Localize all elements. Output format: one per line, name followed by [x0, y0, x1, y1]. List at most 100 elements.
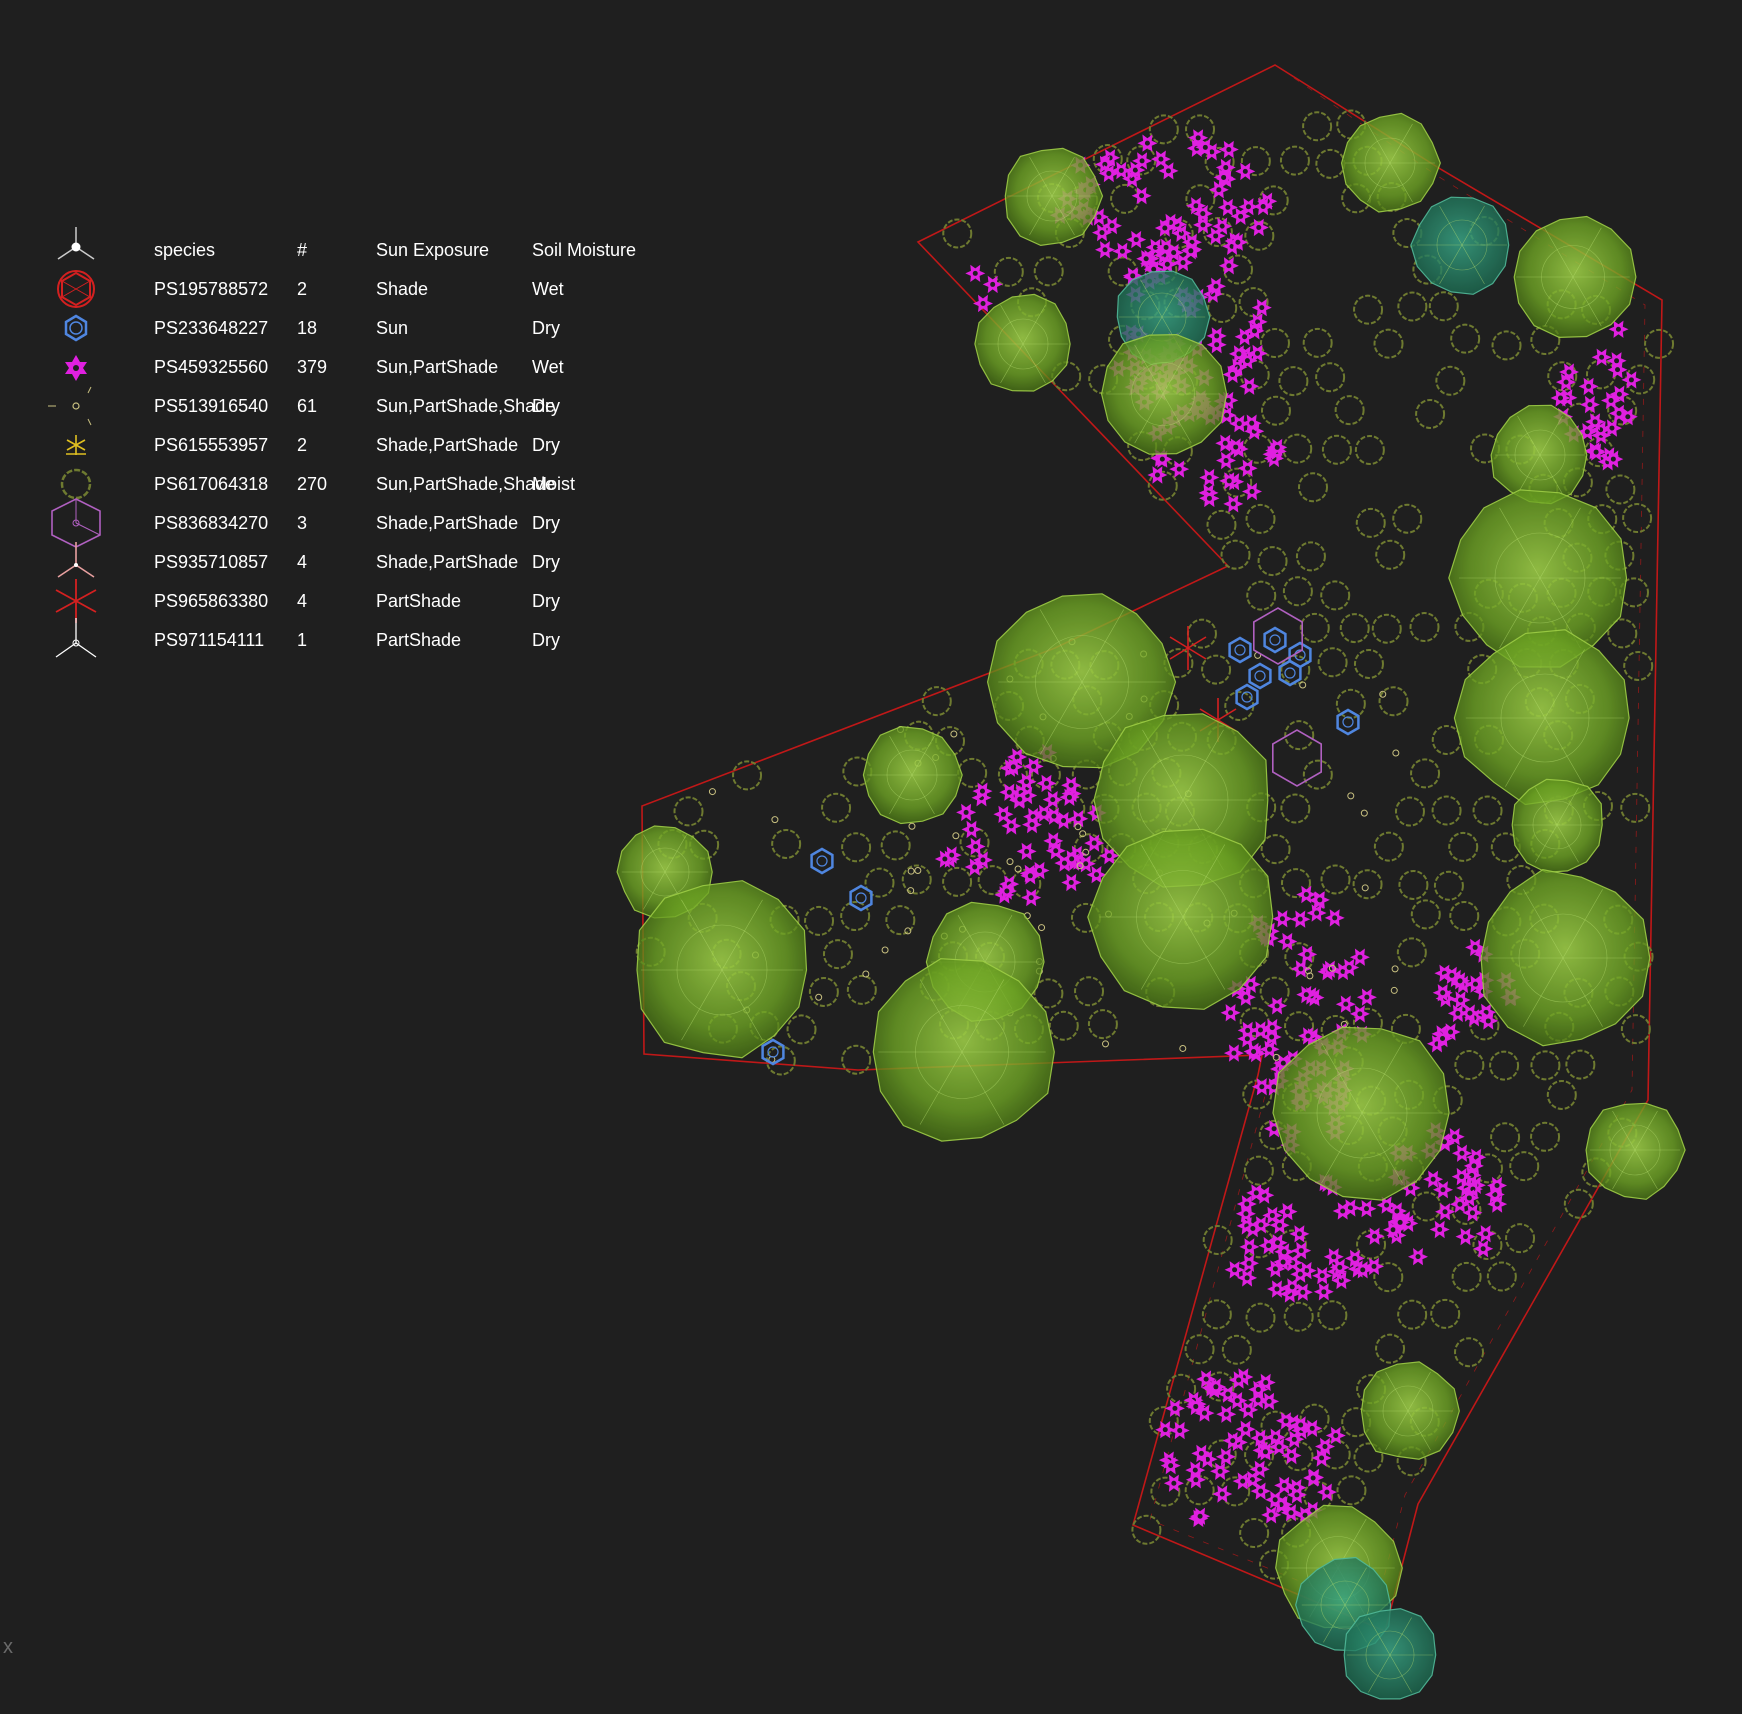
small-plant — [908, 822, 916, 830]
flower-center — [1302, 1512, 1308, 1518]
flower-center — [1319, 1455, 1325, 1461]
groundcover-ring — [1353, 648, 1384, 679]
canopy-texture-line — [1140, 916, 1184, 990]
red-hexagon-icon — [57, 270, 95, 308]
flower-center — [1252, 328, 1258, 334]
flower-center — [1023, 779, 1029, 785]
flower-center — [1280, 1259, 1286, 1265]
flower-center — [963, 809, 969, 815]
flower-center — [1222, 440, 1228, 446]
flower-center — [1244, 1036, 1250, 1042]
flower-center — [1242, 168, 1248, 174]
canopy-texture-line — [889, 774, 913, 815]
flower-center — [1314, 910, 1320, 916]
flower-center — [1480, 1246, 1486, 1252]
canopy-texture-line — [1039, 681, 1083, 755]
canopy-texture-line — [1562, 889, 1603, 959]
canopy-texture-line — [1505, 649, 1546, 719]
flower-center — [1106, 171, 1112, 177]
flower-center — [1430, 1176, 1436, 1182]
flower-center — [1230, 501, 1236, 507]
canopy-texture-line — [1461, 244, 1485, 285]
flower-center — [1300, 1289, 1306, 1295]
flower-center — [1296, 1231, 1302, 1237]
flower-center — [1109, 223, 1115, 229]
flower-center — [1180, 260, 1186, 266]
groundcover-ring — [1245, 503, 1276, 534]
small-plant — [1014, 865, 1022, 873]
flower-center — [1119, 248, 1125, 254]
header-soil-moisture: Soil Moisture — [532, 240, 637, 260]
groundcover-ring — [846, 974, 877, 1005]
blue-hexagon-center — [767, 1046, 779, 1058]
groundcover-ring — [957, 757, 988, 788]
flower-center — [1458, 997, 1464, 1003]
groundcover-ring — [1202, 1225, 1233, 1256]
species-count: 2 — [297, 435, 308, 455]
canopy-texture-ring — [1364, 137, 1416, 189]
species-id: PS615553957 — [154, 435, 269, 455]
flower-center — [1177, 1428, 1183, 1434]
groundcover-ring — [1563, 1188, 1594, 1219]
species-count: 3 — [297, 513, 308, 533]
flower-center — [1209, 149, 1215, 155]
flower-center — [1363, 1206, 1369, 1212]
species-count: 4 — [297, 552, 308, 572]
flower-center — [1028, 895, 1034, 901]
legend-row: PS971154111 1 PartShade Dry — [0, 618, 700, 667]
flower-center — [1251, 1048, 1257, 1054]
groundcover-ring — [1490, 1122, 1521, 1153]
groundcover-ring — [786, 1014, 817, 1045]
flower-center — [1118, 168, 1124, 174]
flower-center — [1269, 1025, 1275, 1031]
species-count: 4 — [297, 591, 308, 611]
flower-center — [1246, 1260, 1252, 1266]
groundcover-ring — [1373, 328, 1404, 359]
canopy-texture-ring — [1026, 170, 1078, 222]
flower-center — [1193, 203, 1199, 209]
canopy-texture-line — [1612, 1149, 1636, 1190]
legend-row: PS459325560 379 Sun,PartShade Wet — [0, 355, 700, 394]
small-plant — [1076, 862, 1084, 870]
tree-canopy — [1360, 1361, 1460, 1460]
flower-center — [1132, 167, 1138, 173]
groundcover-ring — [1302, 759, 1333, 790]
yellow-star-icon — [66, 435, 86, 455]
flower-center — [1284, 939, 1290, 945]
groundcover-ring — [771, 828, 802, 859]
groundcover-ring — [1622, 503, 1653, 534]
canopy-texture-ring — [1136, 870, 1230, 964]
flower-center — [980, 300, 986, 306]
blue-hexagon-center — [1284, 667, 1296, 679]
canopy-texture-ring — [1320, 1580, 1370, 1630]
canopy-texture-line — [1523, 889, 1564, 959]
flower-center — [1225, 397, 1231, 403]
canopy-texture-line — [1142, 729, 1184, 801]
flower-center — [1455, 1010, 1461, 1016]
canopy-texture-line — [1572, 227, 1602, 278]
flower-center — [1394, 1208, 1400, 1214]
flower-center — [1102, 247, 1108, 253]
canopy-texture-ring — [1609, 1124, 1661, 1176]
flower-center — [1333, 1432, 1339, 1438]
flower-center — [1093, 872, 1099, 878]
canopy-texture-line — [1407, 1410, 1431, 1451]
groundcover-ring — [1472, 795, 1503, 826]
species-count: 1 — [297, 630, 308, 650]
canopy-texture-line — [1517, 415, 1541, 456]
flower-center — [1266, 1243, 1272, 1249]
blue-hexagon-center — [1254, 670, 1266, 682]
groundcover-ring — [1620, 1014, 1651, 1045]
canopy-texture-line — [911, 774, 935, 815]
axis-x-label: x — [3, 1636, 13, 1658]
groundcover-ring — [1220, 539, 1251, 570]
flower-center — [1324, 1489, 1330, 1495]
canopy-texture-line — [1439, 244, 1463, 285]
flower-center — [1340, 1208, 1346, 1214]
magenta-flower-icon — [65, 355, 87, 381]
legend-row: PS195788572 2 Shade Wet — [0, 270, 700, 316]
groundcover-ring — [1282, 576, 1313, 607]
blue-hexagon-center — [1342, 716, 1354, 728]
flower-center — [1304, 1268, 1310, 1274]
